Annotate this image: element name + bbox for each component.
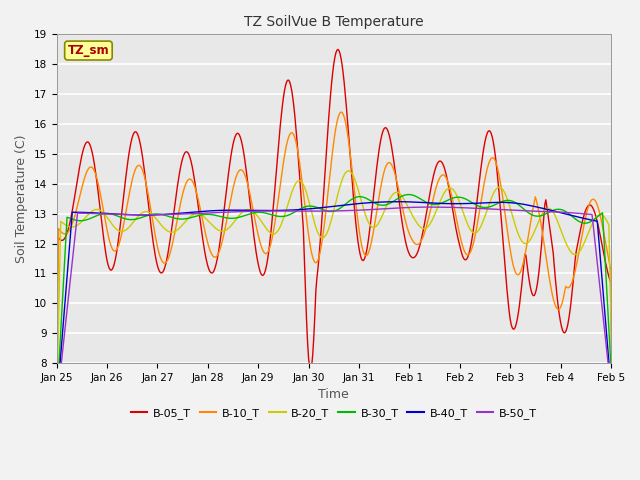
- B-40_T: [52, 404, 60, 410]
- B-05_T: [334, 47, 342, 52]
- X-axis label: Time: Time: [318, 388, 349, 401]
- B-30_T: [608, 383, 616, 389]
- Line: B-05_T: B-05_T: [56, 49, 612, 390]
- B-50_T: [52, 405, 60, 410]
- B-40_T: [408, 199, 415, 205]
- B-20_T: [344, 168, 352, 174]
- B-20_T: [167, 229, 175, 235]
- Y-axis label: Soil Temperature (C): Soil Temperature (C): [15, 134, 28, 263]
- B-50_T: [608, 396, 616, 402]
- B-30_T: [152, 211, 159, 217]
- B-40_T: [477, 200, 484, 206]
- B-50_T: [294, 208, 302, 214]
- B-50_T: [406, 204, 414, 210]
- B-50_T: [426, 204, 433, 210]
- B-30_T: [294, 207, 302, 213]
- B-30_T: [52, 406, 60, 411]
- B-10_T: [52, 412, 60, 418]
- B-50_T: [152, 212, 159, 217]
- B-20_T: [581, 239, 589, 245]
- B-50_T: [167, 212, 175, 217]
- Line: B-30_T: B-30_T: [56, 194, 612, 408]
- B-20_T: [608, 366, 616, 372]
- B-05_T: [52, 355, 60, 360]
- B-40_T: [152, 212, 159, 218]
- Line: B-40_T: B-40_T: [56, 202, 612, 407]
- B-40_T: [167, 211, 175, 217]
- B-20_T: [477, 224, 484, 229]
- B-40_T: [394, 199, 402, 204]
- Title: TZ SoilVue B Temperature: TZ SoilVue B Temperature: [244, 15, 424, 29]
- Legend: B-05_T, B-10_T, B-20_T, B-30_T, B-40_T, B-50_T: B-05_T, B-10_T, B-20_T, B-30_T, B-40_T, …: [126, 403, 541, 423]
- B-05_T: [581, 210, 589, 216]
- Line: B-20_T: B-20_T: [56, 171, 612, 411]
- B-10_T: [167, 247, 175, 253]
- B-10_T: [337, 109, 345, 115]
- B-05_T: [152, 252, 159, 258]
- B-10_T: [152, 233, 159, 239]
- Line: B-50_T: B-50_T: [56, 207, 612, 408]
- B-20_T: [52, 408, 60, 414]
- B-10_T: [581, 218, 589, 224]
- B-20_T: [152, 215, 159, 220]
- B-40_T: [581, 216, 589, 221]
- B-10_T: [294, 150, 302, 156]
- B-30_T: [408, 192, 415, 198]
- B-30_T: [404, 192, 412, 197]
- B-05_T: [408, 254, 415, 260]
- B-30_T: [581, 220, 589, 226]
- B-10_T: [608, 352, 616, 358]
- Line: B-10_T: B-10_T: [56, 112, 612, 415]
- B-20_T: [408, 211, 415, 216]
- B-10_T: [408, 236, 415, 241]
- B-20_T: [294, 178, 302, 184]
- B-50_T: [477, 205, 484, 211]
- B-40_T: [294, 207, 302, 213]
- B-05_T: [294, 151, 302, 157]
- B-10_T: [477, 201, 484, 206]
- B-05_T: [477, 167, 484, 173]
- B-30_T: [167, 214, 175, 220]
- B-05_T: [167, 231, 175, 237]
- B-05_T: [608, 387, 616, 393]
- B-50_T: [581, 211, 589, 217]
- B-30_T: [477, 204, 484, 210]
- Text: TZ_sm: TZ_sm: [68, 44, 109, 57]
- B-40_T: [608, 397, 616, 403]
